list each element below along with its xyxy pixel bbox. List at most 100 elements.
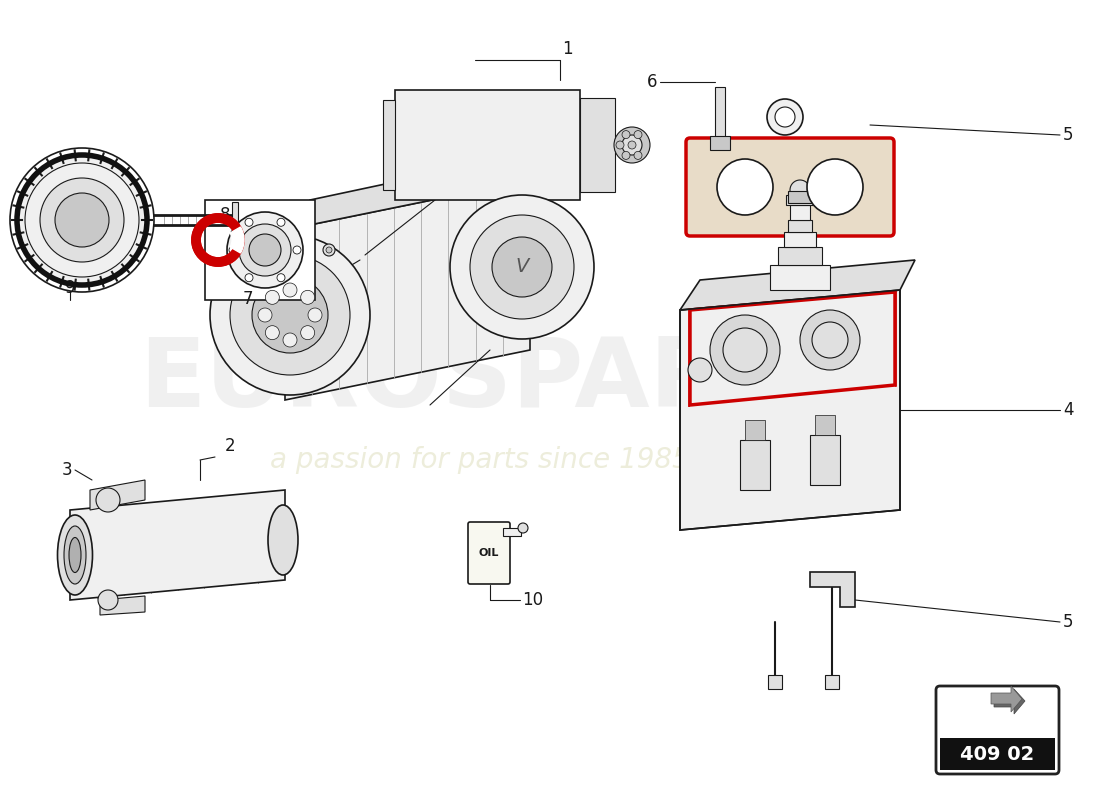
Circle shape (628, 141, 636, 149)
Polygon shape (70, 490, 285, 600)
Circle shape (277, 274, 285, 282)
Polygon shape (680, 290, 900, 530)
Circle shape (252, 277, 328, 353)
Circle shape (767, 99, 803, 135)
Bar (786, 195, 814, 205)
Ellipse shape (57, 515, 92, 595)
Circle shape (227, 212, 302, 288)
Text: 5: 5 (1063, 126, 1074, 144)
Circle shape (717, 159, 773, 215)
Circle shape (277, 218, 285, 226)
Circle shape (634, 151, 642, 159)
Bar (383, 100, 395, 190)
Text: 7: 7 (243, 290, 253, 308)
Text: V: V (515, 258, 529, 277)
Polygon shape (994, 689, 1025, 714)
Bar (810, 435, 840, 485)
Circle shape (450, 195, 594, 339)
Ellipse shape (268, 505, 298, 575)
Circle shape (300, 290, 315, 304)
Circle shape (812, 322, 848, 358)
Bar (395, 90, 580, 200)
Polygon shape (285, 150, 544, 230)
Text: 3: 3 (62, 461, 72, 479)
Polygon shape (285, 180, 530, 400)
Circle shape (688, 358, 712, 382)
Circle shape (20, 158, 144, 282)
Bar (715, 87, 725, 142)
FancyBboxPatch shape (468, 522, 510, 584)
Bar (940, 738, 1055, 770)
Circle shape (492, 237, 552, 297)
Circle shape (308, 308, 322, 322)
Bar (503, 528, 521, 536)
Text: OIL: OIL (478, 548, 499, 558)
Bar (825, 675, 839, 689)
Circle shape (249, 234, 280, 266)
Ellipse shape (69, 538, 81, 573)
Circle shape (470, 215, 574, 319)
Circle shape (621, 151, 630, 159)
Circle shape (790, 180, 810, 200)
Circle shape (621, 135, 642, 155)
Bar (784, 232, 816, 247)
Circle shape (25, 163, 139, 277)
Circle shape (614, 127, 650, 163)
Bar (740, 440, 770, 490)
Bar (768, 675, 782, 689)
Circle shape (239, 224, 292, 276)
Circle shape (621, 130, 630, 138)
Circle shape (229, 246, 236, 254)
Circle shape (723, 328, 767, 372)
Bar (788, 220, 812, 232)
Circle shape (300, 326, 315, 340)
Circle shape (245, 218, 253, 226)
Circle shape (776, 107, 795, 127)
Polygon shape (690, 292, 895, 405)
Bar (815, 415, 835, 435)
Bar (205, 200, 315, 300)
Text: 5: 5 (1063, 613, 1074, 631)
Polygon shape (90, 480, 145, 510)
Text: 10: 10 (522, 591, 543, 609)
Text: a passion for parts since 1985: a passion for parts since 1985 (271, 446, 690, 474)
Bar (770, 265, 830, 290)
Bar (232, 202, 238, 228)
Circle shape (265, 290, 279, 304)
Circle shape (616, 141, 624, 149)
FancyBboxPatch shape (936, 686, 1059, 774)
Circle shape (96, 488, 120, 512)
Circle shape (210, 235, 370, 395)
Circle shape (230, 255, 350, 375)
Circle shape (10, 148, 154, 292)
Bar (580, 98, 615, 192)
Circle shape (293, 246, 301, 254)
Circle shape (800, 310, 860, 370)
Text: 6: 6 (647, 73, 657, 91)
Circle shape (98, 590, 118, 610)
Circle shape (258, 308, 272, 322)
Circle shape (245, 274, 253, 282)
Text: 8: 8 (220, 206, 230, 224)
Ellipse shape (64, 526, 86, 584)
Text: EUROSPARES: EUROSPARES (139, 334, 861, 426)
Circle shape (265, 326, 279, 340)
Bar (790, 205, 810, 220)
Circle shape (55, 193, 109, 247)
Circle shape (283, 283, 297, 297)
Circle shape (326, 247, 332, 253)
Polygon shape (100, 596, 145, 615)
Bar (788, 191, 812, 203)
Circle shape (807, 159, 864, 215)
Text: 9: 9 (65, 279, 75, 297)
Polygon shape (690, 292, 895, 410)
Polygon shape (991, 686, 1022, 712)
Bar (745, 420, 764, 440)
FancyBboxPatch shape (686, 138, 894, 236)
Circle shape (40, 178, 124, 262)
Text: 2: 2 (224, 437, 235, 455)
Circle shape (323, 244, 336, 256)
Bar (710, 136, 730, 150)
Circle shape (710, 315, 780, 385)
Text: 4: 4 (1063, 401, 1074, 419)
